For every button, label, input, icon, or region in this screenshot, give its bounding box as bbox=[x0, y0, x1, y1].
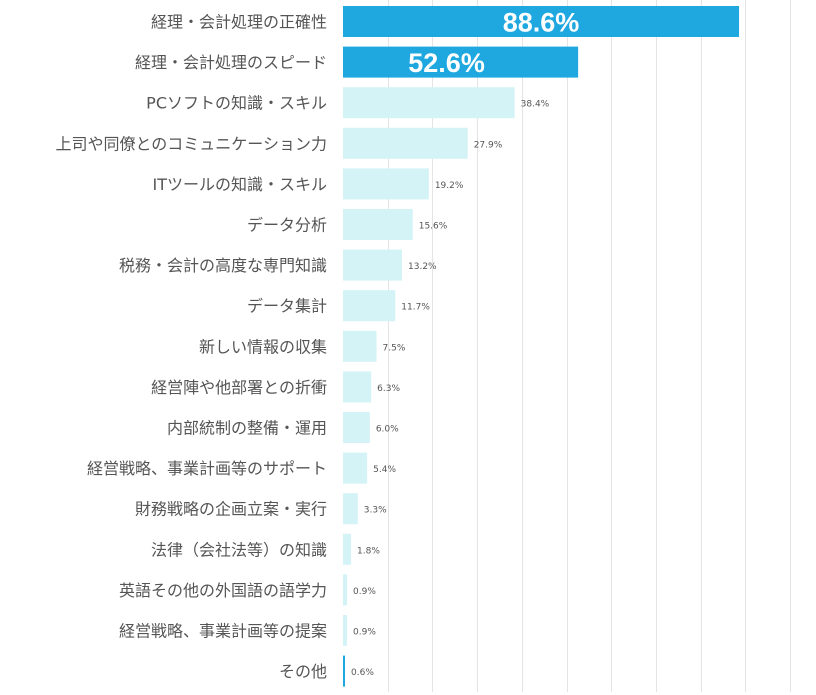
category-label: 英語その他の外国語の語学力 bbox=[119, 581, 327, 600]
value-label: 0.9% bbox=[353, 628, 376, 638]
category-label: 法律（会社法等）の知識 bbox=[151, 540, 327, 559]
value-label: 19.2% bbox=[435, 181, 464, 191]
category-label: 税務・会計の高度な専門知識 bbox=[119, 256, 327, 275]
category-label: ITツールの知識・スキル bbox=[153, 175, 328, 194]
bar bbox=[343, 249, 403, 281]
value-label: 15.6% bbox=[419, 222, 448, 232]
value-label: 38.4% bbox=[521, 100, 550, 110]
value-label: 0.9% bbox=[353, 587, 376, 597]
value-label: 1.8% bbox=[357, 546, 380, 556]
value-label: 88.6% bbox=[503, 8, 580, 38]
bar bbox=[343, 290, 396, 322]
bar bbox=[343, 168, 429, 200]
bar bbox=[343, 46, 579, 78]
value-label: 13.2% bbox=[408, 262, 437, 272]
value-label: 6.3% bbox=[377, 384, 400, 394]
category-label: 上司や同僚とのコミュニケーション力 bbox=[55, 134, 327, 153]
bars bbox=[343, 6, 740, 687]
category-label: 内部統制の整備・運用 bbox=[167, 419, 327, 438]
category-label: その他 bbox=[279, 662, 327, 681]
category-label: 経理・会計処理の正確性 bbox=[151, 13, 327, 32]
category-label: 経営陣や他部署との折衝 bbox=[151, 378, 327, 397]
bar bbox=[343, 412, 370, 443]
value-label: 5.4% bbox=[373, 465, 396, 475]
bar bbox=[343, 87, 515, 119]
bar bbox=[343, 615, 348, 646]
bar bbox=[343, 574, 348, 606]
bar bbox=[343, 533, 352, 565]
value-label: 11.7% bbox=[401, 303, 430, 313]
category-label: 経営戦略、事業計画等の提案 bbox=[119, 622, 327, 641]
bar bbox=[343, 655, 345, 687]
bar bbox=[343, 330, 377, 362]
category-label: 財務戦略の企画立案・実行 bbox=[135, 500, 327, 519]
value-label: 6.0% bbox=[376, 425, 399, 435]
category-label: 新しい情報の収集 bbox=[199, 337, 327, 356]
value-label: 7.5% bbox=[383, 343, 406, 353]
value-label: 3.3% bbox=[364, 506, 387, 516]
value-label: 52.6% bbox=[408, 48, 485, 78]
category-label: 経理・会計処理のスピード bbox=[135, 53, 327, 72]
bar bbox=[343, 452, 368, 484]
bar bbox=[343, 209, 413, 240]
category-label: データ分析 bbox=[247, 216, 327, 235]
bar bbox=[343, 493, 358, 525]
category-label: データ集計 bbox=[247, 297, 327, 316]
category-label: PCソフトの知識・スキル bbox=[146, 94, 327, 113]
category-label: 経営戦略、事業計画等のサポート bbox=[87, 459, 327, 478]
value-label: 0.6% bbox=[351, 668, 374, 678]
bar bbox=[343, 371, 372, 403]
value-label: 27.9% bbox=[474, 140, 503, 150]
value-labels: 88.6% 52.6% 38.4% 27.9% 19.2% 15.6% 13.2% 11.7%… bbox=[351, 8, 579, 679]
bar bbox=[343, 6, 740, 37]
bar bbox=[343, 127, 468, 159]
